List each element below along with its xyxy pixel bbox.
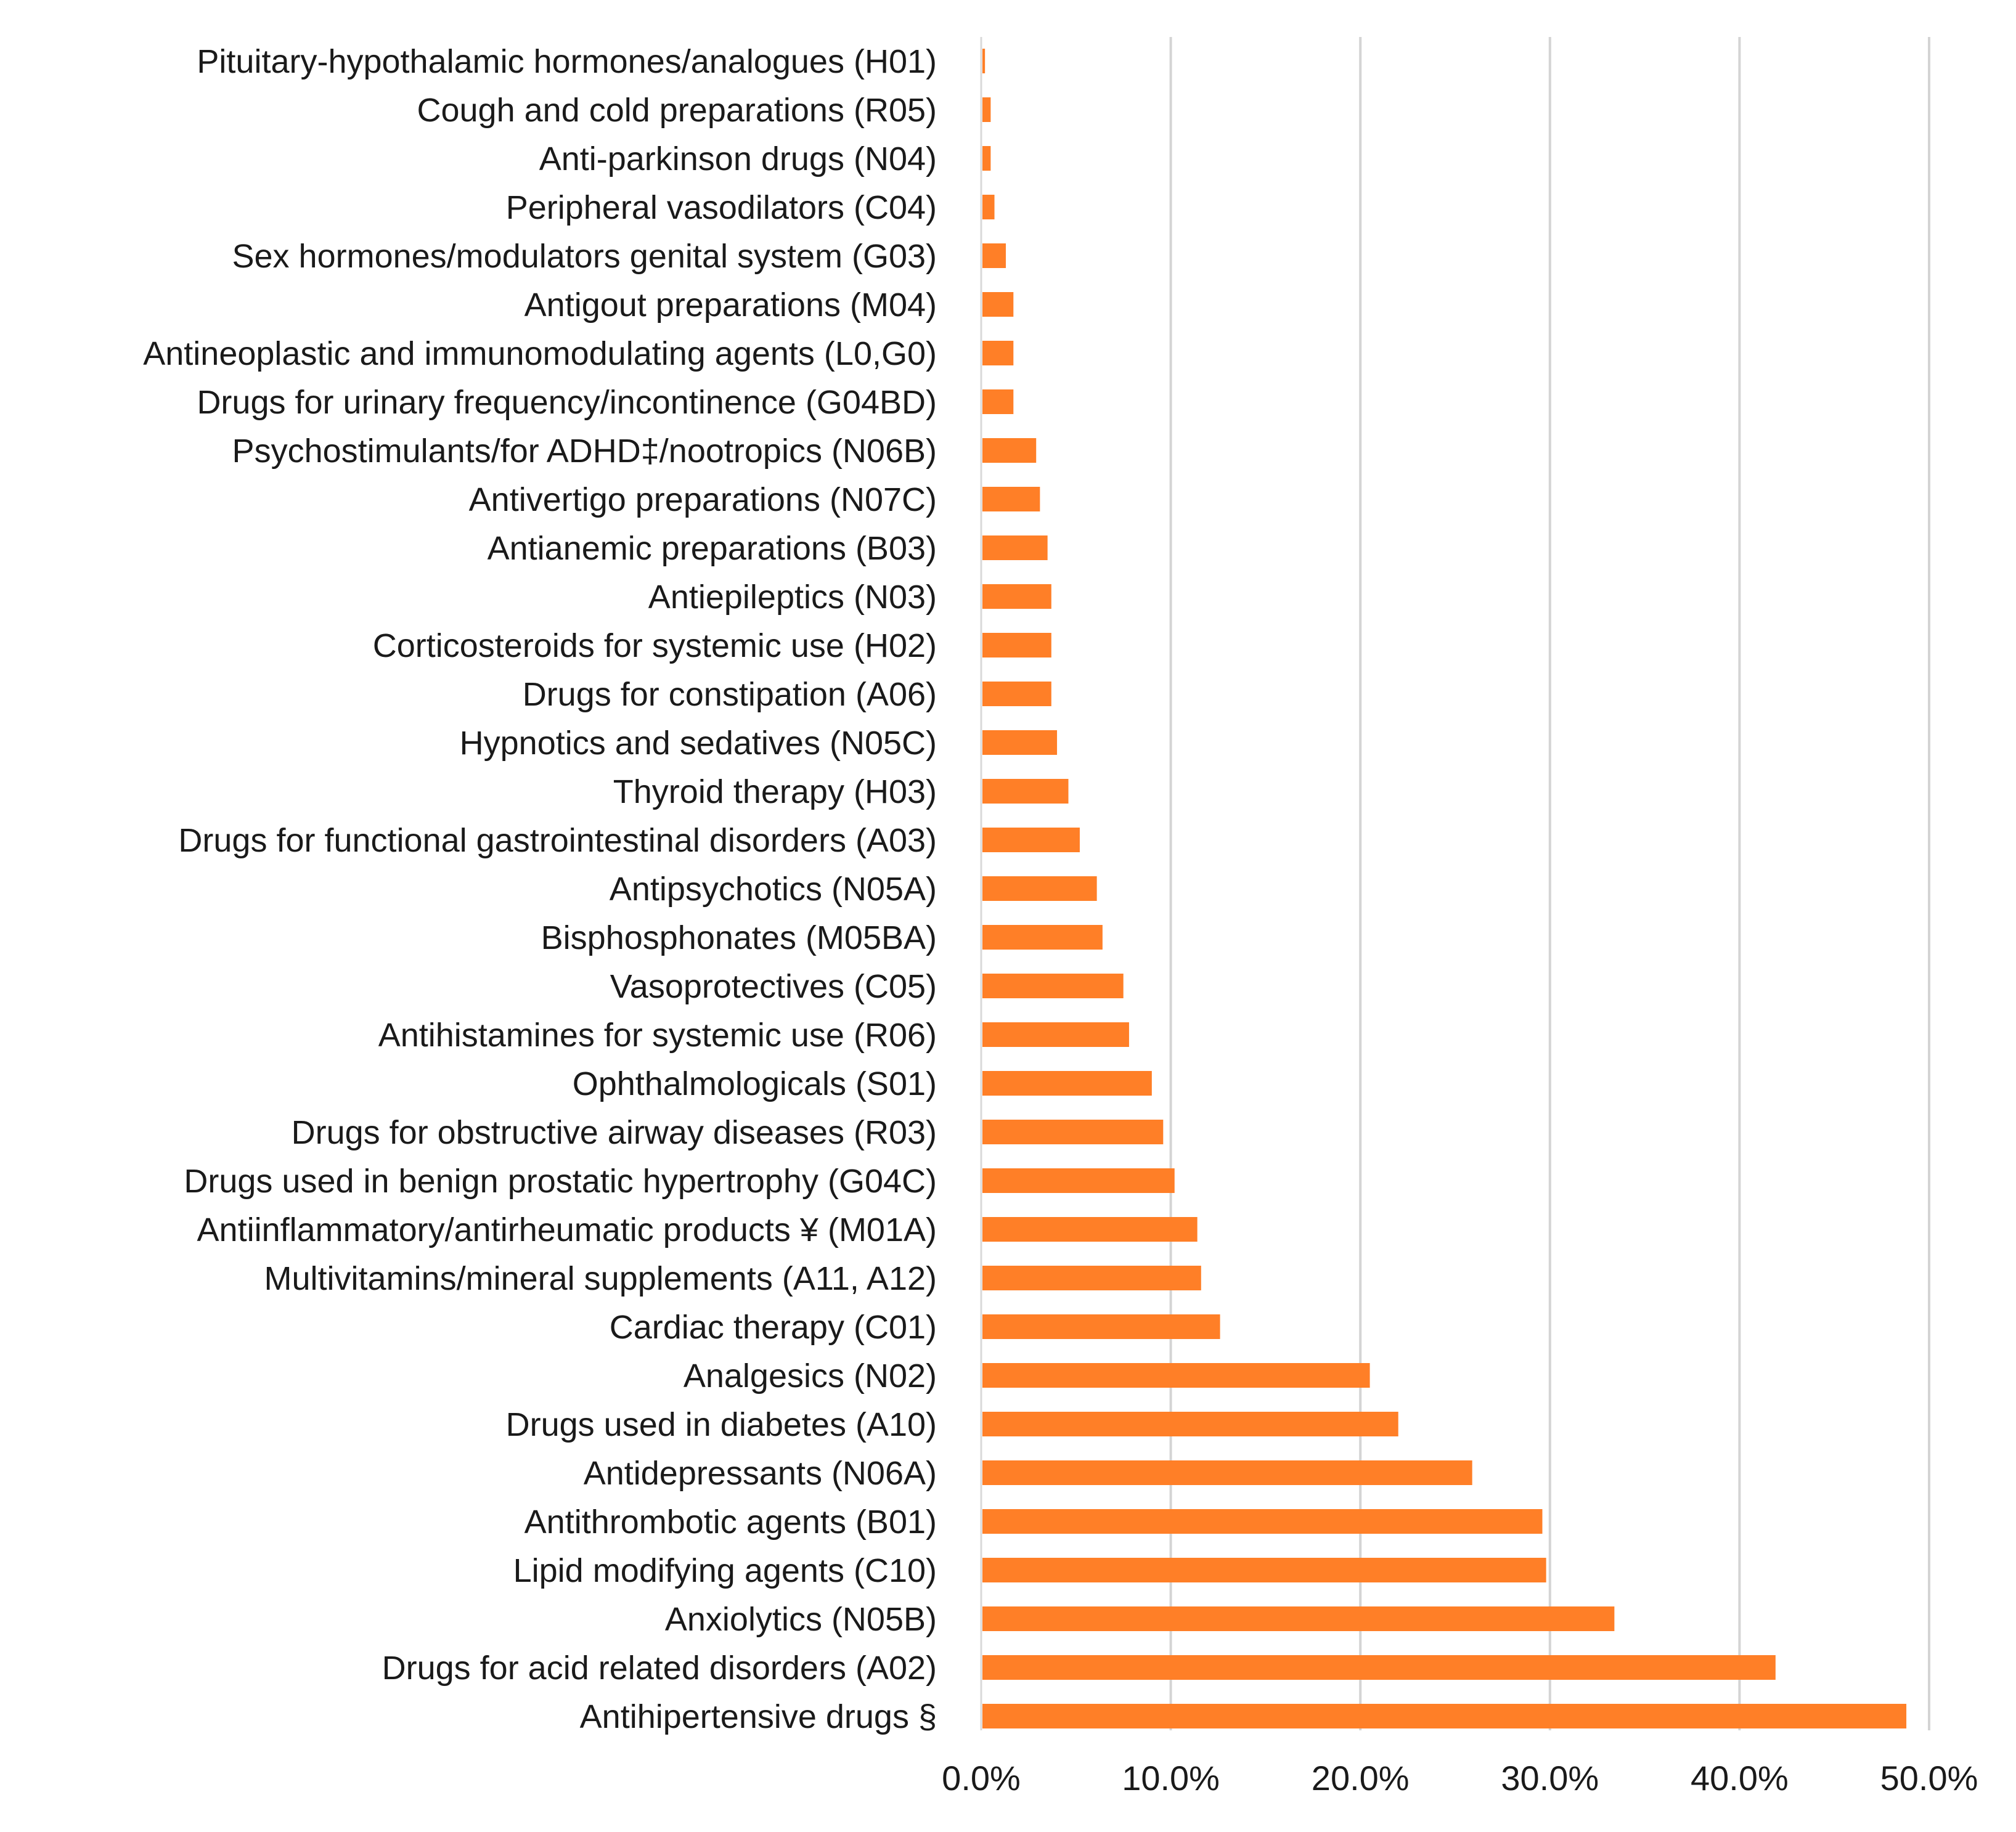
- category-label: Antigout preparations (M04): [524, 287, 937, 324]
- bar: [982, 1412, 1398, 1436]
- category-label: Antihipertensive drugs §: [580, 1698, 937, 1735]
- category-label: Anti-parkinson drugs (N04): [539, 140, 937, 177]
- bar: [982, 292, 1014, 317]
- category-label: Anxiolytics (N05B): [665, 1601, 937, 1638]
- bar: [982, 779, 1069, 804]
- bar: [982, 535, 1048, 560]
- category-label: Peripheral vasodilators (C04): [506, 189, 937, 226]
- bar: [982, 438, 1037, 463]
- bar: [982, 487, 1040, 511]
- bar: [982, 1120, 1164, 1144]
- bar: [982, 389, 1014, 414]
- bar: [982, 1509, 1543, 1534]
- x-tick-label: 30.0%: [1501, 1759, 1599, 1797]
- bar: [982, 1266, 1201, 1290]
- x-tick-labels: 0.0% 10.0% 20.0% 30.0% 40.0% 50.0%: [942, 1759, 1978, 1797]
- category-label: Vasoprotectives (C05): [610, 968, 937, 1005]
- bar: [982, 633, 1051, 657]
- category-label: Ophthalmologicals (S01): [573, 1065, 937, 1102]
- category-label: Hypnotics and sedatives (N05C): [460, 725, 937, 762]
- bar: [982, 341, 1014, 365]
- bar: [982, 1071, 1152, 1096]
- category-label: Drugs for obstructive airway diseases (R…: [292, 1114, 937, 1151]
- category-label: Lipid modifying agents (C10): [513, 1552, 937, 1589]
- category-label: Drugs for functional gastrointestinal di…: [178, 822, 937, 859]
- category-label: Drugs used in benign prostatic hypertrop…: [184, 1163, 937, 1200]
- bar: [982, 925, 1103, 950]
- category-label: Drugs for urinary frequency/incontinence…: [197, 384, 937, 421]
- category-label: Antiinflammatory/antirheumatic products …: [197, 1211, 937, 1248]
- x-tick-label: 40.0%: [1691, 1759, 1789, 1797]
- gridlines: [980, 37, 1930, 1730]
- category-label: Bisphosphonates (M05BA): [541, 919, 937, 956]
- bar: [982, 876, 1097, 901]
- bar: [982, 1606, 1615, 1631]
- category-label: Antivertigo preparations (N07C): [469, 481, 937, 518]
- category-label: Cardiac therapy (C01): [610, 1309, 937, 1346]
- category-label: Pituitary-hypothalamic hormones/analogue…: [197, 43, 937, 80]
- category-label: Corticosteroids for systemic use (H02): [373, 627, 937, 664]
- x-tick-label: 0.0%: [942, 1759, 1021, 1797]
- category-label: Thyroid therapy (H03): [613, 773, 937, 810]
- bar: [982, 1314, 1220, 1339]
- bar: [982, 97, 991, 122]
- category-labels: Pituitary-hypothalamic hormones/analogue…: [143, 43, 937, 1735]
- bar: [982, 195, 995, 219]
- bar: [982, 49, 986, 73]
- category-label: Antidepressants (N06A): [584, 1455, 937, 1492]
- category-label: Antineoplastic and immunomodulating agen…: [143, 335, 937, 372]
- category-label: Antipsychotics (N05A): [610, 871, 937, 908]
- bar: [982, 243, 1006, 268]
- bar: [982, 682, 1051, 706]
- x-tick-label: 10.0%: [1122, 1759, 1220, 1797]
- category-label: Drugs for acid related disorders (A02): [382, 1650, 937, 1687]
- category-label: Sex hormones/modulators genital system (…: [232, 238, 937, 275]
- bar: [982, 1363, 1370, 1388]
- bar: [982, 146, 991, 171]
- x-tick-label: 50.0%: [1880, 1759, 1978, 1797]
- bar: [982, 1022, 1129, 1047]
- category-label: Drugs used in diabetes (A10): [506, 1406, 937, 1443]
- category-label: Analgesics (N02): [684, 1358, 937, 1394]
- category-label: Psychostimulants/for ADHD‡/nootropics (N…: [232, 433, 937, 470]
- bars: [982, 49, 1907, 1728]
- bar: [982, 1655, 1776, 1680]
- x-tick-label: 20.0%: [1312, 1759, 1410, 1797]
- category-label: Cough and cold preparations (R05): [417, 92, 937, 129]
- bar: [982, 828, 1080, 852]
- bar: [982, 974, 1124, 998]
- category-label: Antihistamines for systemic use (R06): [378, 1017, 937, 1054]
- bar: [982, 1168, 1175, 1193]
- category-label: Multivitamins/mineral supplements (A11, …: [264, 1260, 937, 1297]
- category-label: Antithrombotic agents (B01): [524, 1504, 937, 1541]
- bar: [982, 1704, 1907, 1728]
- category-label: Antianemic preparations (B03): [488, 530, 937, 567]
- bar: [982, 584, 1051, 609]
- bar: [982, 730, 1058, 755]
- bar: [982, 1558, 1546, 1582]
- category-label: Antiepileptics (N03): [648, 579, 937, 616]
- bar: [982, 1217, 1198, 1242]
- category-label: Drugs for constipation (A06): [523, 676, 937, 713]
- bar: [982, 1460, 1472, 1485]
